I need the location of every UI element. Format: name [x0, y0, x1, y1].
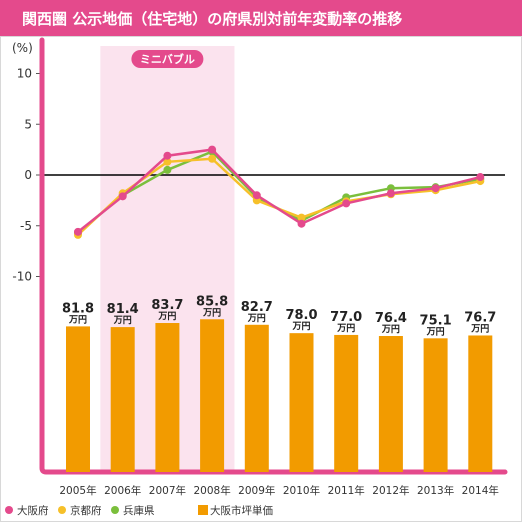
- legend-layer: 大阪府 京都府 兵庫県 大阪市坪単価: [5, 504, 273, 517]
- series-point-大阪府: [208, 145, 217, 154]
- series-point-大阪府: [252, 191, 261, 200]
- x-tick-label: 2008年: [193, 484, 230, 497]
- bar-2011年: [334, 334, 359, 472]
- chart-title: 関西圏 公示地価（住宅地）の府県別対前年変動率の推移: [0, 0, 522, 36]
- x-tick-label: 2009年: [238, 484, 275, 497]
- highlight-band-label: ミニバブル: [140, 52, 195, 66]
- axis-layer: (%) 10 5 0 -5 -10: [12, 37, 508, 475]
- legend-label: 大阪府: [17, 504, 49, 517]
- y-tick-label: 10: [17, 67, 32, 81]
- bar-value-label: 76.7: [464, 310, 496, 325]
- legend-marker: [198, 505, 208, 515]
- x-tick-label: 2014年: [462, 484, 499, 497]
- bar-2010年: [289, 333, 314, 472]
- bar-unit-label: 万円: [426, 326, 445, 337]
- bar-unit-label: 万円: [157, 311, 176, 322]
- legend-label: 兵庫県: [123, 504, 155, 517]
- chart-axis: [39, 37, 508, 475]
- x-tick-label: 2012年: [372, 484, 409, 497]
- series-point-大阪府: [476, 173, 485, 182]
- bar-value-label: 83.7: [151, 298, 183, 313]
- bar-value-label: 75.1: [420, 313, 452, 328]
- series-point-兵庫県: [163, 165, 172, 174]
- bar-2008年: [200, 319, 225, 472]
- legend-label: 大阪市坪単価: [210, 504, 273, 517]
- bar-2014年: [468, 335, 493, 472]
- bar-2007年: [155, 323, 180, 472]
- bar-value-label: 82.7: [241, 300, 273, 315]
- bar-value-label: 78.0: [285, 308, 317, 323]
- bar-2013年: [423, 338, 448, 472]
- y-axis-unit: (%): [12, 41, 33, 55]
- series-point-京都府: [163, 157, 172, 166]
- bar-2005年: [66, 326, 90, 472]
- series-point-大阪府: [297, 219, 306, 228]
- x-tick-label: 2006年: [104, 484, 141, 497]
- bar-2006年: [110, 327, 135, 472]
- bar-layer: [66, 319, 493, 472]
- legend-marker: [5, 506, 13, 514]
- series-point-大阪府: [386, 189, 395, 198]
- bar-value-label: 81.4: [107, 302, 139, 317]
- bar-value-label: 77.0: [330, 310, 362, 325]
- y-tick-label: -5: [20, 219, 32, 233]
- x-tick-label: 2013年: [417, 484, 454, 497]
- line-layer: [74, 145, 485, 239]
- bar-2009年: [244, 324, 269, 472]
- series-point-大阪府: [431, 184, 440, 193]
- series-line-大阪府: [77, 148, 481, 233]
- bar-unit-label: 万円: [247, 313, 266, 324]
- bar-unit-label: 万円: [381, 324, 400, 335]
- x-tick-label: 2010年: [283, 484, 320, 497]
- x-tick-label: 2007年: [149, 484, 186, 497]
- bar-2012年: [378, 336, 403, 472]
- legend-label: 京都府: [70, 504, 102, 517]
- series-point-大阪府: [74, 227, 82, 236]
- bar-unit-label: 万円: [202, 307, 221, 318]
- bar-unit-label: 万円: [113, 315, 132, 326]
- legend-marker: [111, 506, 119, 514]
- bar-unit-label: 万円: [291, 321, 310, 332]
- bar-unit-label: 万円: [336, 323, 355, 334]
- bar-value-label: 81.8: [62, 301, 94, 316]
- y-tick-label: 5: [24, 117, 32, 131]
- series-point-京都府: [297, 213, 306, 222]
- y-tick-label: -10: [12, 270, 32, 284]
- x-tick-label: 2005年: [59, 484, 96, 497]
- series-point-大阪府: [163, 151, 172, 160]
- bar-value-label: 76.4: [375, 311, 407, 326]
- legend-marker: [58, 506, 66, 514]
- x-tick-label: 2011年: [328, 484, 365, 497]
- series-point-大阪府: [118, 192, 127, 201]
- bar-value-label: 85.8: [196, 294, 228, 309]
- series-point-大阪府: [342, 199, 351, 208]
- bar-unit-label: 万円: [68, 314, 87, 325]
- y-tick-label: 0: [24, 168, 32, 182]
- highlight-band-pill: [131, 50, 204, 68]
- bar-unit-label: 万円: [470, 323, 489, 334]
- series-point-京都府: [208, 154, 217, 163]
